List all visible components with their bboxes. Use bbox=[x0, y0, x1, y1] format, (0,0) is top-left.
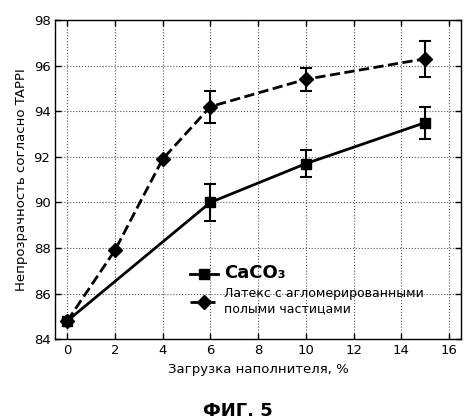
Legend: CaCO₃, Латекс с агломерированными
полыми частицами: CaCO₃, Латекс с агломерированными полыми… bbox=[185, 259, 428, 320]
Text: ФИГ. 5: ФИГ. 5 bbox=[203, 402, 273, 420]
Y-axis label: Непрозрачность согласно TAPPI: Непрозрачность согласно TAPPI bbox=[15, 68, 28, 291]
X-axis label: Загрузка наполнителя, %: Загрузка наполнителя, % bbox=[168, 362, 348, 375]
